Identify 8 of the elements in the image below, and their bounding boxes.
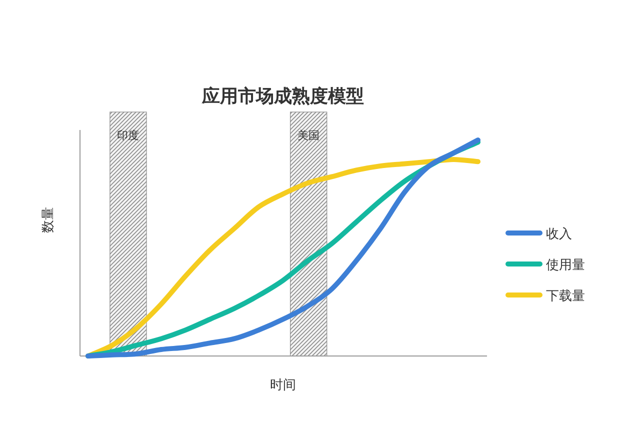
x-axis-title: 时间: [270, 378, 296, 393]
y-axis-title: 数量: [41, 207, 56, 233]
chart-title: 应用市场成熟度模型: [201, 86, 364, 107]
legend-label: 收入: [546, 227, 572, 242]
legend-label: 下载量: [546, 289, 585, 304]
legend-label: 使用量: [546, 258, 585, 273]
annotation: 印度: [117, 129, 140, 142]
annotation: 美国: [298, 129, 320, 142]
